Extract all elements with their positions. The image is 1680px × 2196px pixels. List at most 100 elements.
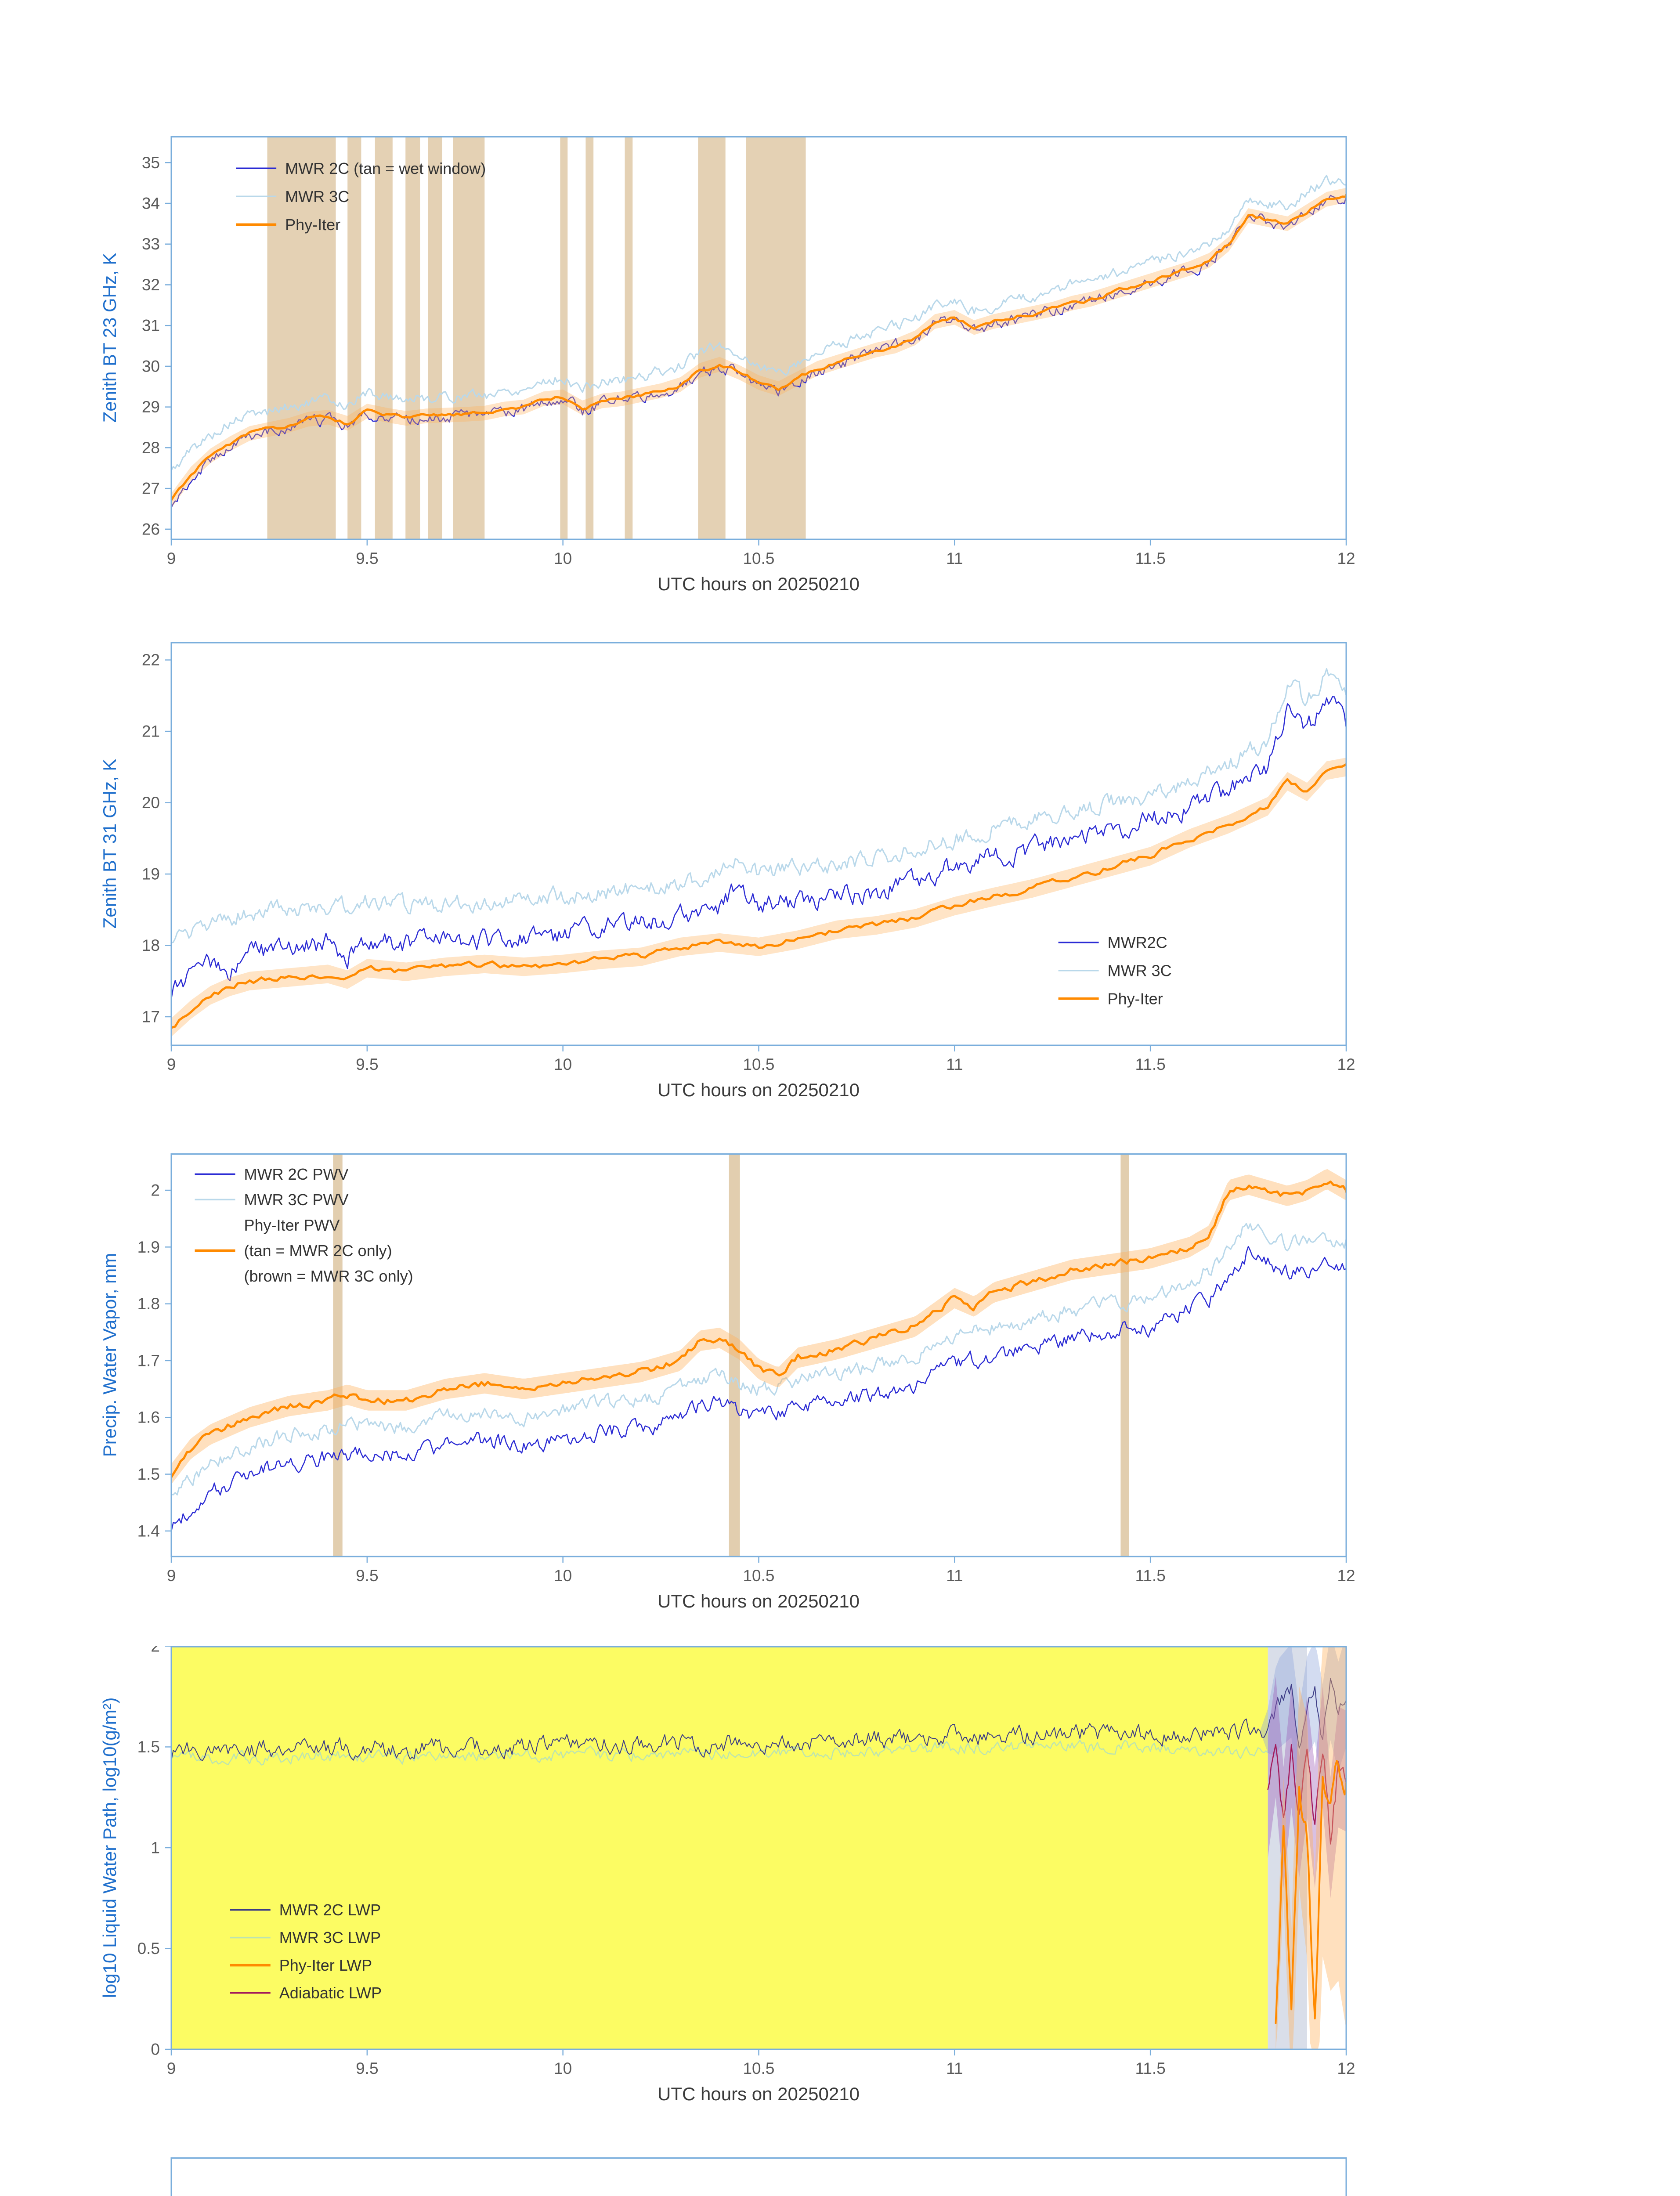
shaded-band bbox=[1120, 1153, 1129, 1557]
series-adiabatic-lwp bbox=[1267, 1744, 1346, 1845]
x-tick-label: 9.5 bbox=[356, 1567, 378, 1585]
x-tick-label: 9 bbox=[167, 549, 176, 567]
x-axis-label-pwv: UTC hours on 20250210 bbox=[658, 1591, 860, 1611]
legend-label-phy-iter: Phy-Iter bbox=[1108, 990, 1163, 1008]
y-tick-label: 1.8 bbox=[137, 1295, 160, 1313]
y-tick-label: 26 bbox=[142, 520, 160, 538]
series-mwr-2c-lwp-envelope bbox=[171, 1646, 1346, 1806]
series-mwr-2c-lwp bbox=[171, 1678, 1346, 1761]
x-tick-label: 11 bbox=[946, 549, 963, 567]
axis-layer: 9 9.5 10 10.5 11 11.5 12 17 18 19 20 21 22 bbox=[142, 642, 1355, 1073]
series-mwr-2c bbox=[171, 195, 1346, 509]
y-tick-label: 1.9 bbox=[137, 1238, 160, 1256]
y-tick-label: 1 bbox=[151, 1839, 160, 1857]
y-tick-label: 35 bbox=[142, 154, 160, 172]
legend-label-tan-mwr-2c-only: (tan = MWR 2C only) bbox=[244, 1242, 392, 1260]
series-mwr-3c bbox=[171, 175, 1346, 471]
y-tick-label: 17 bbox=[142, 1008, 160, 1026]
x-tick-label: 12 bbox=[1337, 549, 1355, 567]
y-axis-label-pwv: Precip. Water Vapor, mm bbox=[99, 1253, 120, 1457]
y-axis-label-bt31: Zenith BT 31 GHz, K bbox=[99, 758, 120, 929]
x-tick-label: 10.5 bbox=[743, 2059, 774, 2077]
series-mwr2c bbox=[171, 696, 1346, 1000]
x-tick-label: 10.5 bbox=[743, 1567, 774, 1585]
legend-label-mwr-2c-pwv: MWR 2C PWV bbox=[244, 1165, 349, 1183]
x-tick-label: 9 bbox=[167, 2059, 176, 2077]
x-tick-label: 10 bbox=[554, 1567, 572, 1585]
legend-label-phy-iter-pwv: Phy-Iter PWV bbox=[244, 1216, 340, 1234]
bands-layer bbox=[267, 136, 806, 539]
plot-area-bt23: 9 9.5 10 10.5 11 11.5 12 26 27 28 29 30 31 32 33 34 35 MW… bbox=[142, 136, 1355, 567]
x-tick-label: 9 bbox=[167, 1055, 176, 1073]
series-phy-iter-pwv bbox=[171, 1181, 1346, 1478]
y-axis-label-bt23: Zenith BT 23 GHz, K bbox=[99, 253, 120, 423]
bands-layer bbox=[171, 1646, 1307, 2049]
shaded-band bbox=[333, 1153, 343, 1557]
shaded-band bbox=[746, 136, 806, 539]
series-phy-iter-pwv-envelope bbox=[171, 1169, 1346, 1484]
shaded-band bbox=[375, 136, 393, 539]
series-mwr-2c-pwv bbox=[171, 1246, 1346, 1532]
y-tick-label: 32 bbox=[142, 276, 160, 294]
plot-content bbox=[171, 1153, 1346, 1557]
y-tick-label: 22 bbox=[142, 651, 160, 669]
x-tick-label: 9.5 bbox=[356, 1055, 378, 1073]
y-tick-label: 31 bbox=[142, 317, 160, 335]
plot-content bbox=[171, 1646, 1346, 2049]
series-phy-iter-lwp-envelope bbox=[1275, 1646, 1346, 2049]
y-tick-label: 33 bbox=[142, 235, 160, 253]
shaded-band bbox=[428, 136, 442, 539]
series-phy-iter-lwp bbox=[1275, 1760, 1346, 2024]
plot-content bbox=[171, 668, 1346, 1037]
y-tick-label: 0.5 bbox=[137, 1940, 160, 1958]
shaded-band bbox=[405, 136, 420, 539]
legend: MWR2C MWR 3C Phy-Iter bbox=[1058, 933, 1172, 1008]
series-phy-iter-envelope bbox=[171, 188, 1346, 508]
legend: MWR 2C LWP MWR 3C LWP Phy-Iter LWP Adiabati… bbox=[230, 1901, 382, 2002]
shaded-band bbox=[585, 136, 594, 539]
x-tick-label: 11 bbox=[946, 1055, 963, 1073]
series-mwr-3c-lwp bbox=[171, 1739, 1268, 1766]
x-tick-label: 9.5 bbox=[356, 2059, 378, 2077]
shaded-band bbox=[171, 1646, 1268, 2049]
bands-layer bbox=[333, 1153, 1129, 1557]
series-adiabatic-lwp-envelope bbox=[1268, 1676, 1346, 1898]
x-tick-label: 12 bbox=[1337, 1055, 1355, 1073]
y-tick-label: 30 bbox=[142, 357, 160, 375]
x-tick-label: 12 bbox=[1337, 2059, 1355, 2077]
y-tick-label: 2 bbox=[151, 1646, 160, 1655]
series-mwr-3c bbox=[171, 668, 1346, 943]
y-tick-label: 1.7 bbox=[137, 1351, 160, 1369]
legend-label-adiabatic-lwp: Adiabatic LWP bbox=[279, 1984, 382, 2002]
x-tick-label: 9.5 bbox=[356, 549, 378, 567]
legend-label-mwr2c: MWR2C bbox=[1108, 933, 1167, 951]
legend-label-mwr-3c-pwv: MWR 3C PWV bbox=[244, 1191, 349, 1209]
x-tick-label: 11.5 bbox=[1135, 2059, 1166, 2077]
x-axis-label-bt23: UTC hours on 20250210 bbox=[658, 574, 860, 594]
series-phy-iter bbox=[171, 194, 1346, 502]
series-phy-iter-envelope bbox=[171, 758, 1346, 1037]
x-tick-label: 11.5 bbox=[1135, 1567, 1166, 1585]
axis-layer: 9 9.5 10 10.5 11 11.5 12 26 27 28 29 30 31 32 33 34 35 bbox=[142, 136, 1355, 567]
panel-lwp: log10 Liquid Water Path, log10(g/m²) 9 9.… bbox=[0, 1646, 1680, 2151]
legend: MWR 2C (tan = wet window) MWR 3C Phy-Iter bbox=[236, 159, 486, 234]
plot-area-bt31: 9 9.5 10 10.5 11 11.5 12 17 18 19 20 21 22 MWR2C MWR 3… bbox=[142, 642, 1355, 1073]
legend: MWR 2C PWV MWR 3C PWV Phy-Iter PWV (tan = M… bbox=[195, 1165, 413, 1285]
legend-label-phy-iter-lwp: Phy-Iter LWP bbox=[279, 1956, 372, 1974]
y-tick-label: 34 bbox=[142, 195, 160, 213]
legend-label-mwr-2c-lwp: MWR 2C LWP bbox=[279, 1901, 381, 1919]
plot-area-pwv: 9 9.5 10 10.5 11 11.5 12 1.4 1.5 1.6 1.7 1.8 1.9 2 MWR… bbox=[137, 1153, 1355, 1585]
plot-content bbox=[171, 136, 1346, 539]
x-tick-label: 10.5 bbox=[743, 1055, 774, 1073]
y-tick-label: 18 bbox=[142, 936, 160, 954]
shaded-band bbox=[698, 136, 726, 539]
x-tick-label: 11 bbox=[946, 1567, 963, 1585]
shaded-band bbox=[347, 136, 361, 539]
legend-label-mwr-3c: MWR 3C bbox=[1108, 961, 1172, 979]
legend-label-phy-iter: Phy-Iter bbox=[285, 216, 340, 234]
legend-label-brown-mwr-3c-only: (brown = MWR 3C only) bbox=[244, 1267, 413, 1285]
shaded-band bbox=[453, 136, 485, 539]
